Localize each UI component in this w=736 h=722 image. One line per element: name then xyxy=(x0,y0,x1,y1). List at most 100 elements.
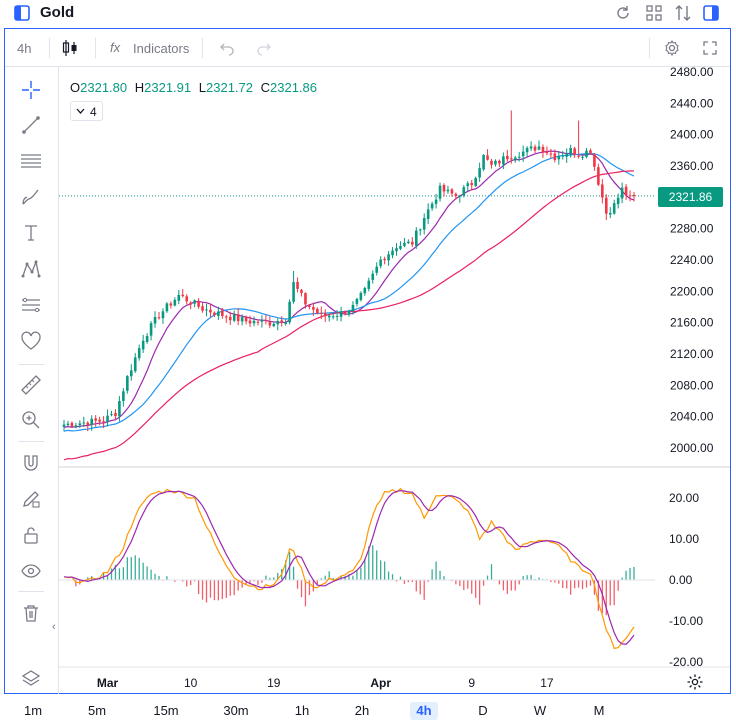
timeframe-5m[interactable]: 5m xyxy=(87,703,107,718)
candle-body xyxy=(118,401,121,417)
indicator-count: 4 xyxy=(90,105,97,119)
refresh-icon[interactable] xyxy=(614,4,632,22)
divider xyxy=(49,38,50,58)
trendline-icon[interactable] xyxy=(20,114,42,136)
candle-body xyxy=(66,423,70,426)
candle-body xyxy=(90,418,94,426)
candle-body xyxy=(549,153,553,155)
collapse-toolbar-icon[interactable]: ‹ xyxy=(52,621,56,633)
candle-body xyxy=(418,229,422,231)
candle-body xyxy=(319,312,323,314)
sidebar-icon[interactable] xyxy=(702,4,720,22)
timeframe-d[interactable]: D xyxy=(478,703,488,718)
eye-icon[interactable] xyxy=(20,560,42,582)
magnet-icon[interactable] xyxy=(20,452,42,474)
price-tick-label: 2440.00 xyxy=(670,96,714,110)
candle-body xyxy=(86,422,90,426)
candle-body xyxy=(106,415,109,423)
candle-body xyxy=(620,187,624,199)
timeframe-1m[interactable]: 1m xyxy=(23,703,43,718)
grid-icon[interactable] xyxy=(645,4,663,22)
timeframe-4h[interactable]: 4h xyxy=(410,702,438,720)
price-tick-label: 2080.00 xyxy=(670,378,714,392)
prediction-icon[interactable] xyxy=(20,294,42,316)
candle-body xyxy=(316,308,319,314)
gear-icon[interactable] xyxy=(686,673,704,691)
compare-icon[interactable] xyxy=(674,4,692,22)
time-tick-label: 19 xyxy=(267,676,281,690)
time-tick-label: Mar xyxy=(97,676,119,690)
lock-pencil-icon[interactable] xyxy=(20,488,42,510)
candle-body xyxy=(102,421,105,423)
chart-toolbar xyxy=(5,29,730,67)
trash-icon[interactable] xyxy=(20,602,42,624)
fullscreen-icon[interactable] xyxy=(702,40,718,56)
timeframe-m[interactable]: M xyxy=(593,703,605,718)
candle-icon[interactable] xyxy=(61,38,79,58)
candle-body xyxy=(98,419,101,422)
crosshair-icon[interactable] xyxy=(20,79,42,101)
candle-body xyxy=(561,155,565,157)
price-tick-label: 2000.00 xyxy=(670,441,714,455)
candle-body xyxy=(217,311,220,316)
candle-body xyxy=(454,193,458,197)
candle-body xyxy=(137,348,141,359)
panel-icon[interactable] xyxy=(14,5,30,21)
candle-body xyxy=(256,321,260,323)
fx-icon[interactable]: fx xyxy=(110,40,121,55)
candle-body xyxy=(391,250,394,256)
candle-body xyxy=(581,156,584,158)
candle-body xyxy=(478,168,481,178)
redo-icon[interactable] xyxy=(256,40,272,56)
candle-body xyxy=(414,230,418,246)
candle-body xyxy=(521,151,525,157)
candle-body xyxy=(379,259,382,267)
candle-body xyxy=(604,197,608,214)
candle-body xyxy=(205,309,208,311)
timeframe-30m[interactable]: 30m xyxy=(223,703,249,718)
timeframe-15m[interactable]: 15m xyxy=(153,703,179,718)
indicators-button[interactable]: Indicators xyxy=(133,41,190,56)
candle-body xyxy=(244,316,248,322)
timeframe-w[interactable]: W xyxy=(533,703,547,718)
interval-button[interactable]: 4h xyxy=(17,41,32,56)
price-tick-label: 2240.00 xyxy=(670,253,714,267)
divider xyxy=(18,441,44,442)
heart-icon[interactable] xyxy=(20,330,42,352)
candle-body xyxy=(430,203,434,209)
brush-icon[interactable] xyxy=(20,186,42,208)
undo-icon[interactable] xyxy=(219,40,235,56)
candle-body xyxy=(169,303,173,306)
timeframe-2h[interactable]: 2h xyxy=(354,703,370,718)
candle-body xyxy=(513,157,517,161)
divider xyxy=(18,364,44,365)
zoom-icon[interactable] xyxy=(20,409,42,431)
layers-icon[interactable] xyxy=(20,668,42,690)
osc-tick-label: 20.00 xyxy=(669,491,699,505)
candle-body xyxy=(628,195,632,197)
indicators-badge[interactable]: 4 xyxy=(70,101,103,121)
last-price-label: 2321.86 xyxy=(658,187,723,207)
fib-icon[interactable] xyxy=(20,150,42,172)
ruler-icon[interactable] xyxy=(20,374,42,396)
candle-body xyxy=(438,185,442,199)
settings-icon[interactable] xyxy=(663,39,681,57)
candle-body xyxy=(537,146,541,150)
price-axis: 2480.002440.002400.002360.002320.002280.… xyxy=(670,65,714,455)
candle-body xyxy=(221,310,224,316)
candle-body xyxy=(470,182,474,186)
candle-body xyxy=(236,314,240,322)
pattern-icon[interactable] xyxy=(20,258,42,280)
lock-icon[interactable] xyxy=(20,524,42,546)
osc-tick-label: 0.00 xyxy=(669,573,693,587)
candle-body xyxy=(161,311,165,319)
close-value: 2321.86 xyxy=(270,80,318,95)
timeframe-1h[interactable]: 1h xyxy=(294,703,310,718)
candle-body xyxy=(525,147,529,153)
candlestick-series[interactable] xyxy=(62,110,636,432)
text-icon[interactable] xyxy=(20,222,42,244)
candle-body xyxy=(545,151,549,154)
candle-body xyxy=(612,203,616,214)
candle-body xyxy=(110,414,113,416)
